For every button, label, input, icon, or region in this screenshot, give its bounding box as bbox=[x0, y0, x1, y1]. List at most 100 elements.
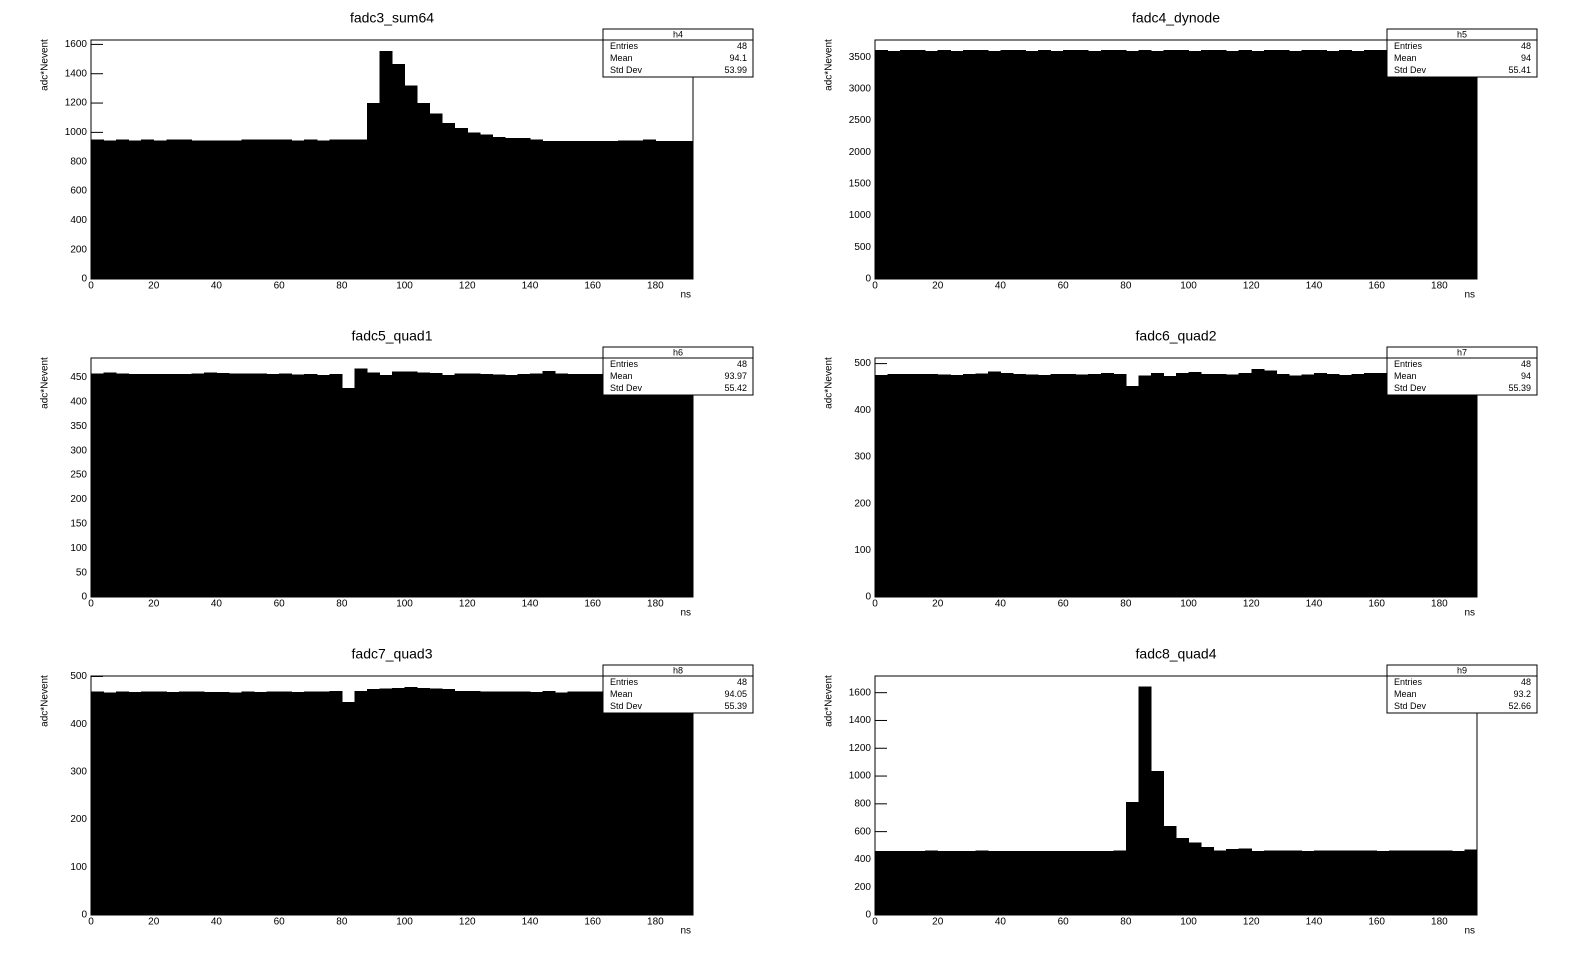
y-axis-label: adc*Nevent bbox=[824, 675, 835, 727]
stats-label: Std Dev bbox=[610, 701, 643, 711]
bar bbox=[241, 691, 255, 915]
bar bbox=[291, 692, 305, 915]
bar bbox=[479, 134, 493, 279]
y-tick-label: 100 bbox=[854, 545, 871, 556]
bar bbox=[392, 371, 406, 597]
bar bbox=[642, 374, 656, 597]
x-tick-label: 120 bbox=[459, 281, 476, 292]
y-tick-label: 1600 bbox=[65, 39, 88, 50]
x-tick-label: 20 bbox=[932, 599, 944, 610]
x-tick-label: 20 bbox=[148, 281, 160, 292]
y-tick-label: 0 bbox=[81, 592, 87, 603]
bar bbox=[630, 140, 644, 279]
y-tick-label: 1200 bbox=[65, 98, 88, 109]
bar bbox=[1439, 372, 1453, 597]
bar bbox=[1050, 851, 1064, 915]
y-tick-label: 400 bbox=[70, 397, 87, 408]
bar bbox=[937, 374, 951, 597]
y-tick-label: 1400 bbox=[65, 68, 88, 79]
y-axis-label: adc*Nevent bbox=[40, 357, 51, 409]
bar bbox=[266, 691, 280, 915]
bar bbox=[354, 690, 368, 915]
x-tick-label: 0 bbox=[88, 917, 94, 928]
bar bbox=[1075, 50, 1089, 279]
bar bbox=[116, 691, 130, 915]
bar bbox=[1351, 50, 1365, 279]
stats-label: Mean bbox=[1394, 371, 1417, 381]
bar bbox=[605, 691, 619, 915]
bar bbox=[1288, 850, 1302, 915]
bar bbox=[1364, 372, 1378, 597]
bar bbox=[875, 50, 889, 279]
bar bbox=[1088, 50, 1102, 279]
bar bbox=[1100, 372, 1114, 597]
bar bbox=[1414, 50, 1428, 279]
x-tick-label: 80 bbox=[336, 917, 348, 928]
bar bbox=[580, 374, 594, 597]
x-tick-label: 0 bbox=[872, 917, 878, 928]
bar bbox=[228, 692, 242, 915]
bar bbox=[580, 141, 594, 279]
bar bbox=[291, 374, 305, 597]
bar bbox=[1326, 373, 1340, 597]
x-tick-label: 0 bbox=[88, 599, 94, 610]
bar bbox=[1025, 50, 1039, 279]
bar bbox=[279, 691, 293, 915]
stats-value: 94 bbox=[1521, 371, 1531, 381]
bar bbox=[479, 374, 493, 597]
y-tick-label: 2000 bbox=[849, 147, 872, 158]
bar bbox=[141, 374, 155, 597]
stats-label: Entries bbox=[610, 41, 639, 51]
bar bbox=[1288, 375, 1302, 597]
bar bbox=[1464, 372, 1478, 597]
bar bbox=[655, 141, 669, 279]
stats-name: h6 bbox=[673, 347, 683, 357]
bar bbox=[592, 374, 606, 597]
bar bbox=[1339, 850, 1353, 915]
bar bbox=[178, 374, 192, 597]
bar bbox=[1063, 50, 1077, 279]
y-tick-label: 200 bbox=[854, 882, 871, 893]
bar bbox=[1251, 50, 1265, 279]
bar bbox=[166, 692, 180, 915]
bar bbox=[1138, 50, 1152, 279]
bar bbox=[279, 373, 293, 597]
bar bbox=[1038, 851, 1052, 915]
bar bbox=[517, 138, 531, 279]
bar bbox=[1088, 851, 1102, 915]
x-tick-label: 180 bbox=[647, 281, 664, 292]
bar bbox=[304, 374, 318, 597]
bar bbox=[900, 373, 914, 597]
bar bbox=[304, 691, 318, 915]
stats-value: 48 bbox=[737, 41, 747, 51]
bar bbox=[680, 691, 694, 915]
bar bbox=[667, 691, 681, 915]
x-tick-label: 20 bbox=[932, 281, 944, 292]
bar bbox=[1389, 371, 1403, 597]
x-tick-label: 60 bbox=[1058, 281, 1070, 292]
bar bbox=[1376, 50, 1390, 279]
bar bbox=[329, 374, 343, 597]
bar bbox=[492, 136, 506, 279]
bar bbox=[116, 373, 130, 597]
bar bbox=[900, 851, 914, 915]
bar bbox=[392, 687, 406, 915]
stats-label: Std Dev bbox=[1394, 65, 1427, 75]
bar bbox=[875, 851, 889, 915]
bar bbox=[191, 140, 205, 279]
bar bbox=[1326, 50, 1340, 279]
bar bbox=[191, 373, 205, 597]
plot-frame bbox=[874, 357, 1478, 598]
y-tick-label: 250 bbox=[70, 470, 87, 481]
bar bbox=[987, 50, 1001, 279]
bar bbox=[1201, 373, 1215, 597]
bar bbox=[429, 688, 443, 915]
bar bbox=[605, 374, 619, 597]
y-tick-label: 800 bbox=[70, 156, 87, 167]
bar bbox=[467, 690, 481, 915]
bar bbox=[1251, 369, 1265, 597]
stats-value: 48 bbox=[1521, 359, 1531, 369]
x-axis-label: ns bbox=[680, 926, 691, 937]
bar bbox=[1100, 50, 1114, 279]
bar bbox=[1012, 373, 1026, 597]
